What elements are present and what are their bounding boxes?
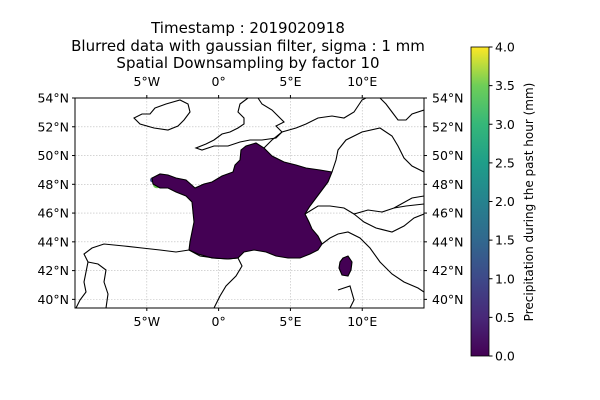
lat-tick-label-left: 44°N <box>37 234 69 249</box>
sardinia-coastline <box>337 285 355 308</box>
colorbar-label: Precipitation during the past hour (mm) <box>522 83 536 322</box>
lon-tick-label-bottom: 5°W <box>134 314 161 329</box>
map-area <box>75 98 424 308</box>
colorbar-tick-label: 2.5 <box>495 155 515 170</box>
lat-tick-label-right: 44°N <box>432 234 464 249</box>
colorbar-tick-label: 0.5 <box>495 310 515 325</box>
lon-tick-label-bottom: 0° <box>212 314 226 329</box>
lat-tick-label-left: 42°N <box>37 263 69 278</box>
switzerland-border <box>304 203 424 215</box>
lon-tick-label-top: 10°E <box>347 74 377 89</box>
lat-tick-label-right: 40°N <box>432 292 464 307</box>
colorbar-tick-label: 4.0 <box>495 40 515 55</box>
lat-tick-label-right: 54°N <box>432 91 464 106</box>
colorbar <box>470 46 490 357</box>
spain-coastline <box>75 243 190 308</box>
north-coastline <box>263 98 367 149</box>
lat-tick-label-left: 54°N <box>37 91 69 106</box>
pyrenees-border <box>188 249 239 260</box>
colorbar-tick-label: 1.5 <box>495 233 515 248</box>
coastlines <box>75 98 424 308</box>
colorbar-tick-label: 3.5 <box>495 78 515 93</box>
lat-tick-label-left: 46°N <box>37 206 69 221</box>
colorbar-ticks: 0.0 0.5 1.0 1.5 2.0 2.5 3.0 3.5 4.0 <box>489 40 515 364</box>
italy-coastline <box>321 231 424 293</box>
lon-tick-label-top: 5°W <box>134 74 161 89</box>
title-line-2: Blurred data with gaussian filter, sigma… <box>71 37 425 55</box>
lat-tick-label-left: 50°N <box>37 148 69 163</box>
colorbar-tick-label: 3.0 <box>495 117 515 132</box>
colorbar-tick-label: 0.0 <box>495 349 515 364</box>
lat-tick-label-left: 40°N <box>37 292 69 307</box>
lat-tick-label-right: 50°N <box>432 148 464 163</box>
lon-tick-label-bottom: 5°E <box>279 314 301 329</box>
lat-tick-label-right: 48°N <box>432 177 464 192</box>
portugal-border <box>87 261 109 308</box>
axis-ticks: 5°W 5°W 0° 0° 5°E 5°E 10°E 10°E 40°N 40°N 42°N 42°N… <box>37 74 463 329</box>
colorbar-tick-label: 1.0 <box>495 271 515 286</box>
lon-tick-label-bottom: 10°E <box>347 314 377 329</box>
map-frame <box>74 97 425 309</box>
uk-coastline <box>194 98 285 151</box>
germany-border <box>331 127 424 173</box>
lat-tick-label-right: 52°N <box>432 119 464 134</box>
title-line-1: Timestamp : 2019020918 <box>150 19 345 37</box>
corsica-field <box>339 256 352 276</box>
lat-tick-label-left: 48°N <box>37 177 69 192</box>
lat-tick-label-left: 52°N <box>37 119 69 134</box>
title-line-3: Spatial Downsampling by factor 10 <box>116 54 379 72</box>
lon-tick-label-top: 5°E <box>279 74 301 89</box>
ireland-coastline <box>133 99 191 131</box>
lat-tick-label-right: 42°N <box>432 263 464 278</box>
lat-tick-label-right: 46°N <box>432 206 464 221</box>
lon-tick-label-top: 0° <box>212 74 226 89</box>
colorbar-tick-label: 2.0 <box>495 194 515 209</box>
